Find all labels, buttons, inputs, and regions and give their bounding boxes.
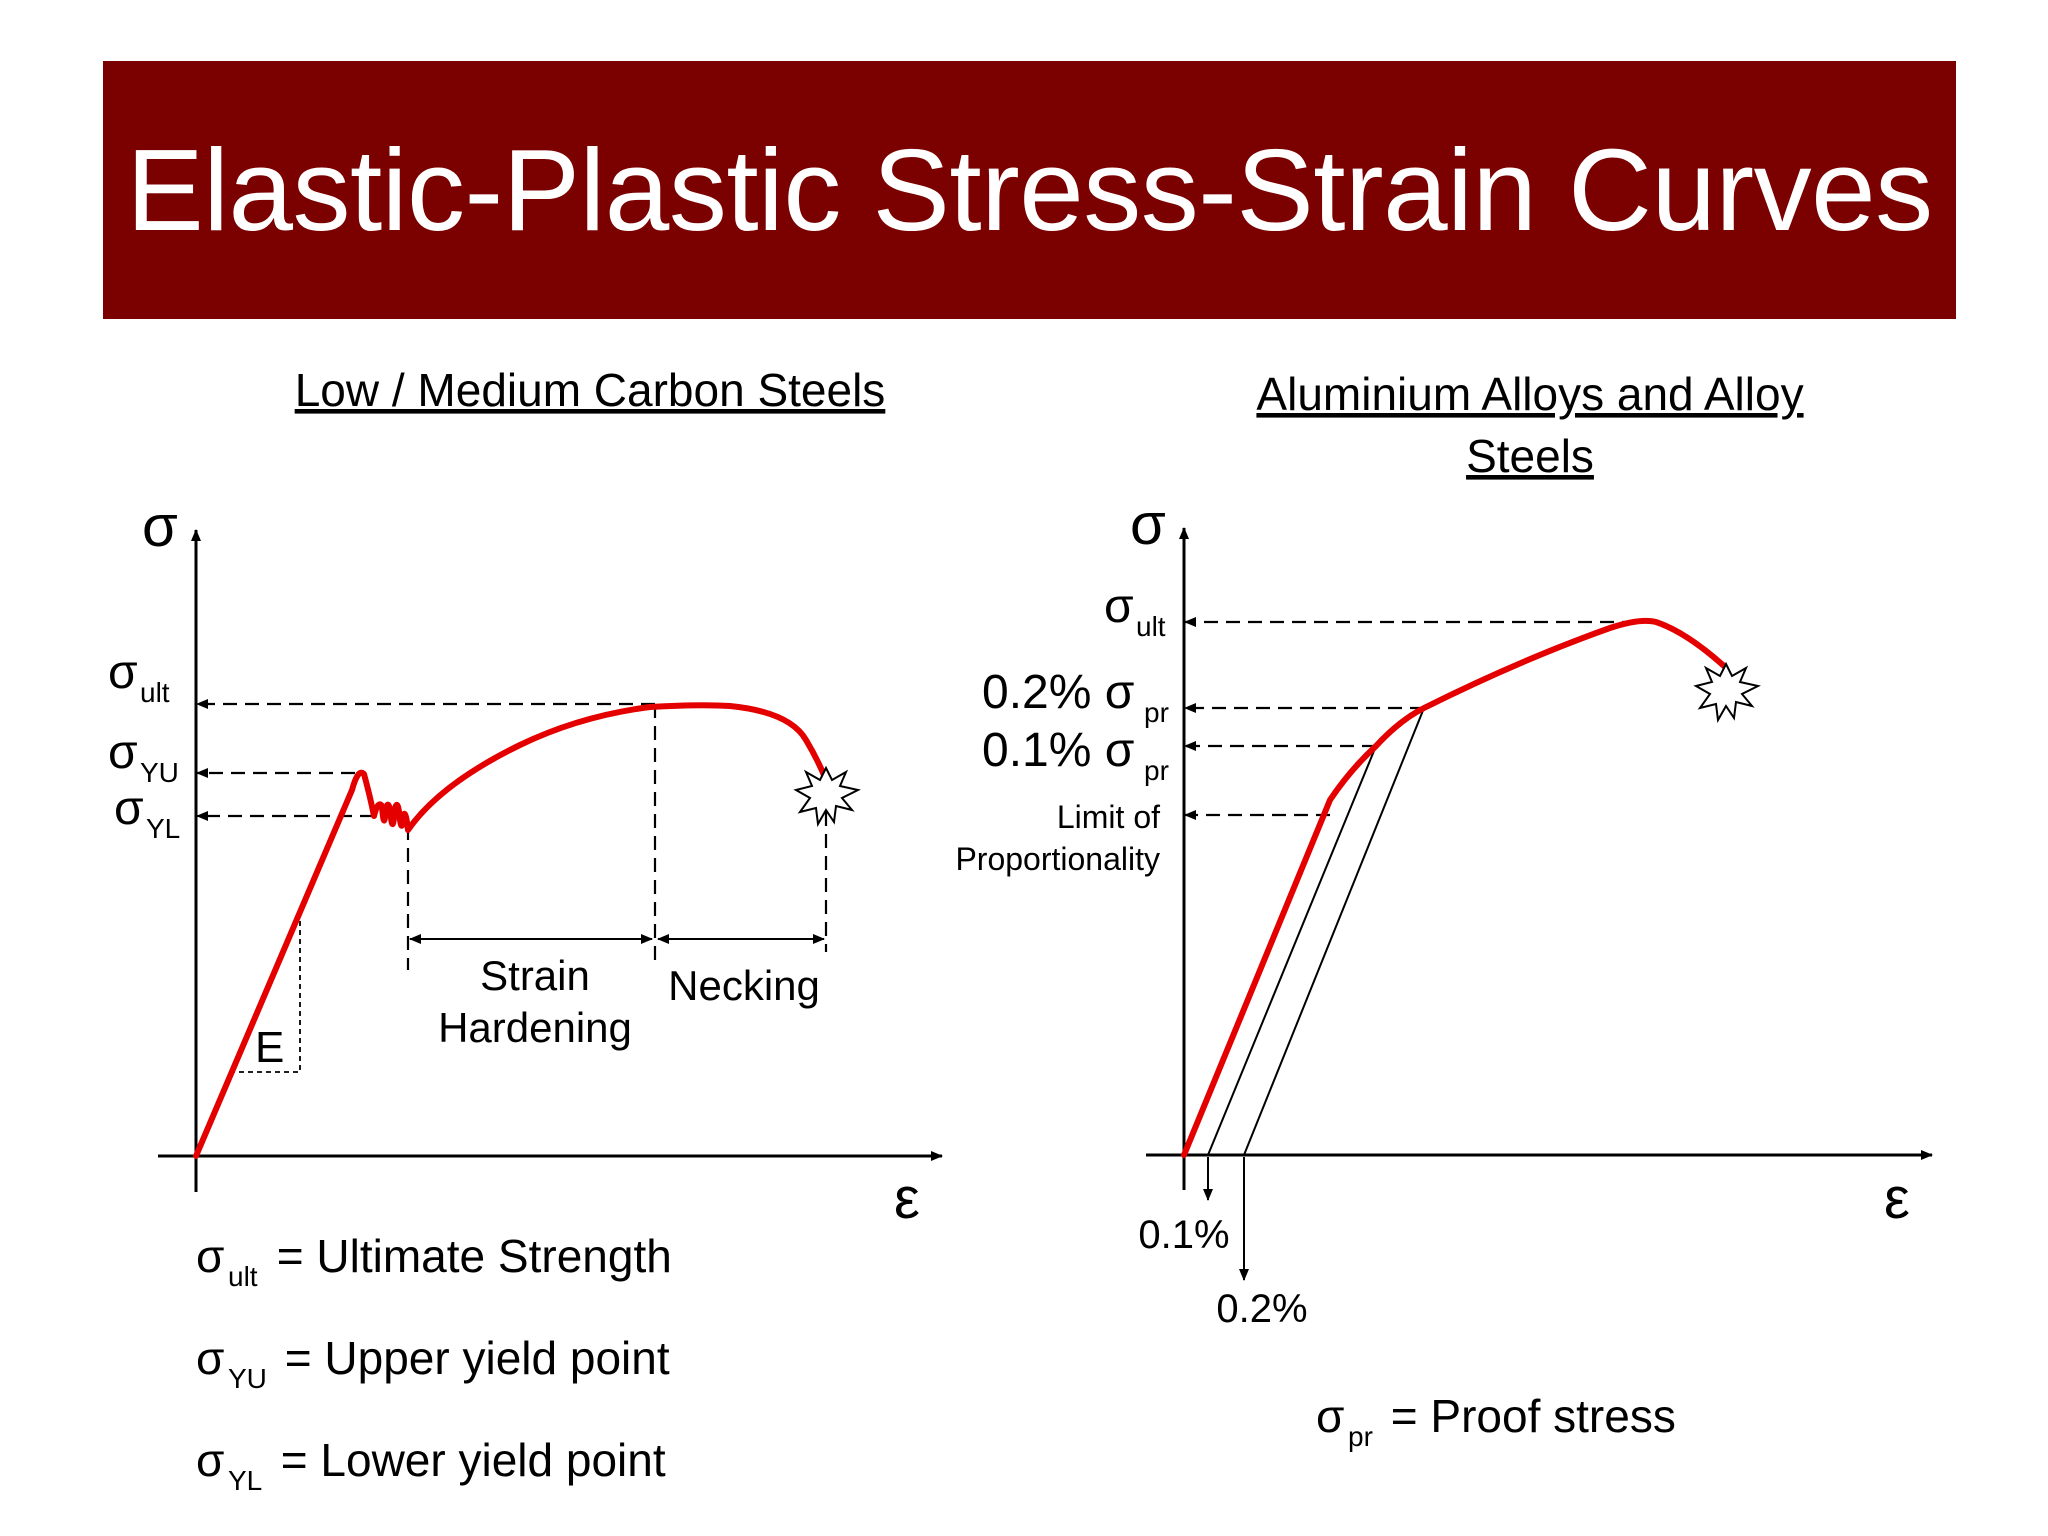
svg-text:σ: σ: [1104, 580, 1134, 633]
svg-text:YU: YU: [228, 1363, 267, 1394]
left-heading: Low / Medium Carbon Steels: [295, 364, 886, 416]
svg-text:σ: σ: [114, 782, 144, 835]
left-fracture-burst-icon: [793, 765, 861, 828]
svg-text:σ: σ: [108, 726, 138, 779]
right-x-axis-symbol: ε: [1884, 1166, 1910, 1231]
offset-line-0.2pct: [1243, 707, 1425, 1156]
svg-text:0.1% σ: 0.1% σ: [982, 724, 1134, 777]
left-ult-label: σ ult: [108, 646, 170, 708]
svg-text:ult: ult: [1136, 611, 1166, 642]
left-x-axis-symbol: ε: [894, 1166, 920, 1231]
svg-text:pr: pr: [1348, 1421, 1373, 1452]
right-stress-strain-curve: [1181, 617, 1727, 1158]
svg-text:= Proof stress: = Proof stress: [1378, 1390, 1676, 1442]
svg-text:σ: σ: [1316, 1390, 1344, 1442]
left-legend-yu: σ YU = Upper yield point: [196, 1332, 670, 1394]
slide-title: Elastic-Plastic Stress-Strain Curves: [126, 125, 1933, 255]
right-pr01-label: 0.1% σ pr: [982, 724, 1169, 786]
strain-hardening-label-line2: Hardening: [438, 1004, 632, 1051]
left-stress-strain-curve: [193, 702, 829, 1159]
svg-text:pr: pr: [1144, 755, 1169, 786]
right-heading-line1: Aluminium Alloys and Alloy: [1256, 368, 1803, 420]
svg-text:σ: σ: [108, 646, 138, 699]
right-ult-label: σ ult: [1104, 580, 1166, 642]
svg-text:= Lower yield point: = Lower yield point: [268, 1434, 666, 1486]
svg-text:ult: ult: [140, 677, 170, 708]
left-yl-label: σ YL: [114, 782, 180, 844]
right-fracture-burst-icon: [1693, 661, 1761, 724]
right-heading-line2: Steels: [1466, 430, 1594, 482]
left-panel: Low / Medium Carbon Steels σ ε E: [108, 364, 943, 1496]
svg-text:σ: σ: [196, 1332, 224, 1384]
title-banner: Elastic-Plastic Stress-Strain Curves: [103, 61, 1956, 319]
svg-text:YL: YL: [146, 813, 180, 844]
svg-text:pr: pr: [1144, 697, 1169, 728]
offset-line-0.1pct: [1207, 745, 1377, 1156]
limit-label-line2: Proportionality: [955, 841, 1160, 877]
left-legend-yl: σ YL = Lower yield point: [196, 1434, 666, 1496]
right-pr02-label: 0.2% σ pr: [982, 666, 1169, 728]
left-y-axis-symbol: σ: [142, 494, 178, 559]
svg-text:σ: σ: [196, 1434, 224, 1486]
left-yu-label: σ YU: [108, 726, 179, 788]
svg-text:ult: ult: [228, 1261, 258, 1292]
svg-text:YU: YU: [140, 757, 179, 788]
svg-text:σ: σ: [196, 1230, 224, 1282]
right-legend-pr: σ pr = Proof stress: [1316, 1390, 1676, 1452]
offset-label-0.2pct: 0.2%: [1216, 1287, 1307, 1331]
svg-text:0.2% σ: 0.2% σ: [982, 666, 1134, 719]
right-panel: Aluminium Alloys and Alloy Steels σ ε 0.…: [955, 368, 1933, 1452]
modulus-label: E: [255, 1023, 284, 1072]
right-y-axis-symbol: σ: [1130, 492, 1166, 557]
limit-label-line1: Limit of: [1057, 799, 1160, 835]
left-legend-ult: σ ult = Ultimate Strength: [196, 1230, 672, 1292]
svg-text:= Upper yield point: = Upper yield point: [272, 1332, 670, 1384]
svg-text:= Ultimate Strength: = Ultimate Strength: [264, 1230, 672, 1282]
svg-text:YL: YL: [228, 1465, 262, 1496]
strain-hardening-label-line1: Strain: [480, 952, 590, 999]
necking-label: Necking: [668, 962, 820, 1009]
offset-label-0.1pct: 0.1%: [1138, 1213, 1229, 1257]
